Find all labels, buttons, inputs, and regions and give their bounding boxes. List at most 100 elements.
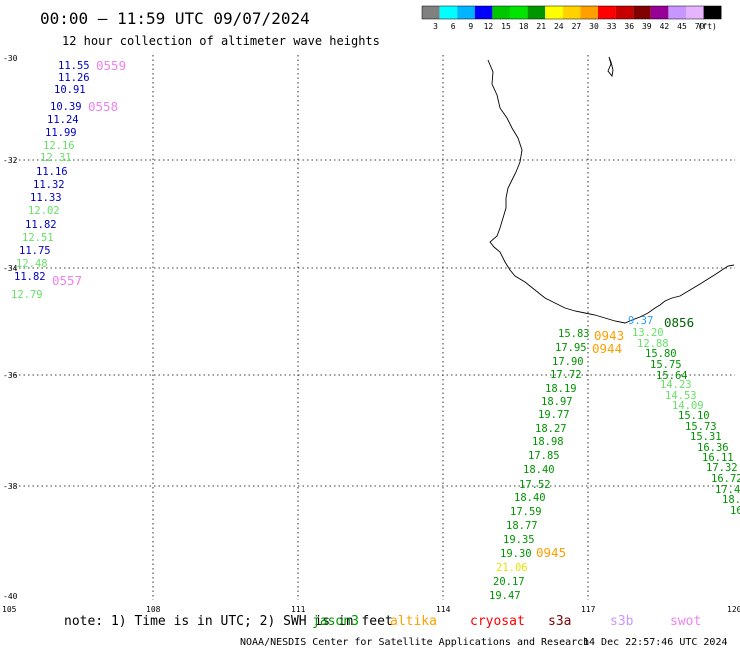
wave-height-label: 18. [722,494,740,506]
wave-height-label: 11.55 [58,60,90,72]
pass-time-label: 0856 [664,315,694,330]
scale-label: 27 [572,22,582,31]
wave-height-label: 17.52 [519,479,551,491]
scale-label: 3 [433,22,438,31]
lon-label: 108 [146,605,161,614]
wave-height-label: 13.20 [632,327,664,339]
credit: NOAA/NESDIS Center for Satellite Applica… [240,637,589,648]
scale-label: 33 [607,22,617,31]
pass-time-label: 0557 [52,273,82,288]
satellite-legend-item: s3a [548,614,571,629]
wave-height-label: 12.88 [637,338,669,350]
satellite-legend-item: cryosat [470,614,525,629]
lat-label: -34 [3,264,18,273]
map-subtitle: 12 hour collection of altimeter wave hei… [62,34,380,48]
scale-label: (ft) [698,22,717,31]
scale-swatch [422,6,440,19]
scale-label: 18 [519,22,529,31]
wave-height-label: 17.59 [510,506,542,518]
wave-height-label: 17.95 [555,342,587,354]
lon-label: 111 [291,605,306,614]
scale-swatch [615,6,634,19]
wave-height-label: 11.82 [25,219,57,231]
scale-label: 24 [554,22,564,31]
color-scale: 3 6 9 12 15 18 21 24 27 30 33 36 39 42 45 70(ft) [421,5,722,31]
wave-height-label: 11.82 [14,271,46,283]
scale-label: 30 [589,22,599,31]
axis-labels: -30 -32 -34 -36 -38 -40 105 108 111 114 … [2,54,740,614]
wave-height-label: 15.73 [685,421,717,433]
wave-height-label: 15.10 [678,410,710,422]
wave-height-label: 16.72 [711,473,740,485]
wave-height-label: 12.79 [11,289,43,301]
wave-height-label: 12.16 [43,140,75,152]
scale-swatch [598,6,616,19]
satellite-legend: jason3 altika cryosat s3a s3b swot [312,614,701,629]
pass-time-label: 0558 [88,99,118,114]
scale-label: 15 [501,22,511,31]
wave-height-label: 17.85 [528,450,560,462]
scale-swatch [633,6,651,19]
wave-height-label: 15.75 [650,359,682,371]
wave-height-label: 14.09 [672,400,704,412]
wave-height-label: 11.32 [33,179,65,191]
wave-height-label: 19.47 [489,590,521,602]
wave-height-label: 18.40 [523,464,555,476]
satellite-legend-item: jason3 [312,614,359,629]
scale-label: 42 [660,22,670,31]
wave-height-label: 11.16 [36,166,68,178]
wave-height-label: 12.48 [16,258,48,270]
wave-height-label: 9.37 [628,315,653,327]
satellite-legend-item: swot [670,614,701,629]
pass-time-label: 0943 [594,328,624,343]
wave-height-label: 19.30 [500,548,532,560]
pass-time-label: 0559 [96,58,126,73]
wave-height-label: 15.31 [690,431,722,443]
scale-label: 9 [468,22,473,31]
scale-swatch [668,6,686,19]
wave-height-label: 18.97 [541,396,573,408]
lat-label: -40 [3,592,18,601]
scale-swatch [510,6,528,19]
wave-height-label: 16.11 [702,452,734,464]
wave-height-label: 17.72 [550,369,582,381]
scale-label: 39 [642,22,652,31]
wave-height-label: 12.02 [28,205,60,217]
wave-height-label: 18.98 [532,436,564,448]
wave-height-label: 11.24 [47,114,79,126]
lon-label: 105 [2,605,17,614]
scale-swatch [527,6,546,19]
scale-label: 6 [451,22,456,31]
scale-label: 36 [624,22,634,31]
wave-height-label: 16.36 [697,442,729,454]
lat-label: -30 [3,54,18,63]
generated-timestamp: 14 Dec 22:57:46 UTC 2024 [583,637,728,648]
wave-height-label: 19.35 [503,534,535,546]
wave-height-label: 11.75 [19,245,51,257]
lat-label: -32 [3,156,18,165]
wave-height-label: 19.77 [538,409,570,421]
lat-label: -38 [3,482,18,491]
satellite-legend-item: s3b [610,614,634,629]
satellite-legend-item: altika [390,614,437,629]
wave-height-label: 12.51 [22,232,54,244]
wave-height-label: 16 [730,505,740,517]
scale-swatch [686,6,704,19]
lat-label: -36 [3,371,18,380]
wave-height-label: 18.40 [514,492,546,504]
wave-height-label: 14.23 [660,379,692,391]
scale-label: 12 [484,22,494,31]
units-note: note: 1) Time is in UTC; 2) SWH is in fe… [64,614,393,629]
scale-swatch [545,6,563,19]
scale-swatch [562,6,581,19]
scale-label: 70 [695,22,705,31]
scale-swatch [492,6,510,19]
wave-height-label: 20.17 [493,576,525,588]
wave-height-label: 15.80 [645,348,677,360]
wave-height-label: 10.39 [50,101,82,113]
scale-swatch [703,6,722,19]
scale-label: 45 [677,22,687,31]
